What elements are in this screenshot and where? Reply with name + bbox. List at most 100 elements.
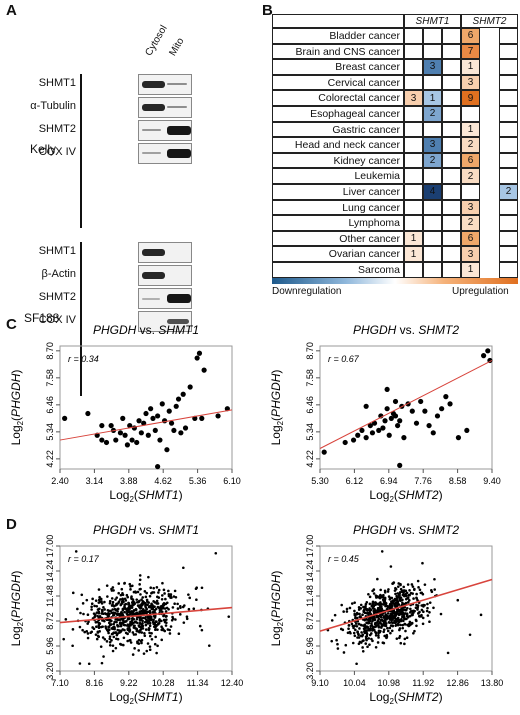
data-point bbox=[74, 550, 78, 553]
data-point bbox=[92, 612, 96, 615]
data-point bbox=[389, 631, 392, 635]
data-point bbox=[140, 641, 143, 645]
data-point bbox=[130, 596, 133, 600]
heatmap-cell bbox=[404, 106, 423, 122]
data-point bbox=[353, 634, 357, 638]
panel-letter-a: A bbox=[6, 2, 17, 19]
data-point bbox=[139, 607, 142, 610]
data-point bbox=[120, 587, 124, 591]
data-point bbox=[385, 614, 389, 618]
data-point bbox=[126, 639, 129, 643]
data-point bbox=[115, 620, 118, 624]
y-axis-label-prefix: Log bbox=[9, 626, 23, 646]
data-point bbox=[383, 618, 387, 621]
data-point bbox=[423, 603, 426, 607]
data-point bbox=[364, 642, 368, 645]
blot-strip bbox=[138, 311, 192, 332]
x-axis-label: Log2(SHMT2) bbox=[369, 690, 442, 706]
data-point bbox=[150, 637, 154, 641]
data-point bbox=[145, 620, 149, 624]
data-point bbox=[376, 619, 380, 623]
data-point bbox=[167, 589, 170, 593]
data-point bbox=[446, 651, 450, 655]
data-point bbox=[333, 613, 337, 617]
data-point bbox=[394, 619, 397, 622]
data-point bbox=[121, 613, 125, 617]
data-point bbox=[141, 621, 144, 625]
data-point bbox=[428, 620, 431, 624]
data-point bbox=[375, 596, 378, 599]
data-point bbox=[138, 610, 142, 613]
data-point bbox=[187, 384, 193, 390]
data-point bbox=[439, 612, 443, 616]
data-point bbox=[97, 588, 101, 591]
data-point bbox=[164, 610, 168, 613]
data-point bbox=[371, 639, 374, 643]
blot-row-label: SHMT1 bbox=[38, 245, 76, 257]
x-axis-label-paren: ( bbox=[394, 488, 398, 502]
data-point bbox=[99, 597, 103, 601]
y-tick-label: 5.96 bbox=[45, 637, 55, 655]
data-point bbox=[122, 636, 126, 640]
heatmap-cell bbox=[442, 168, 461, 184]
data-point bbox=[372, 618, 376, 621]
heatmap-row-label: Brain and CNS cancer bbox=[272, 43, 404, 60]
heatmap-row-label: Other cancer bbox=[272, 230, 404, 247]
data-point bbox=[144, 611, 148, 615]
data-point bbox=[345, 607, 349, 611]
data-point bbox=[390, 618, 394, 621]
data-point bbox=[82, 612, 85, 616]
data-point bbox=[138, 630, 141, 634]
data-point bbox=[141, 619, 144, 623]
data-point bbox=[140, 598, 143, 601]
y-tick-label: 14.24 bbox=[305, 560, 315, 583]
data-point bbox=[165, 606, 169, 610]
heatmap-row-label: Liver cancer bbox=[272, 184, 404, 200]
x-tick-label: 6.12 bbox=[346, 476, 364, 486]
data-point bbox=[174, 618, 177, 621]
data-point bbox=[199, 415, 205, 421]
heatmap-cell: 3 bbox=[423, 59, 442, 75]
heatmap-row-label: Leukemia bbox=[272, 168, 404, 184]
data-point bbox=[194, 355, 200, 361]
data-point bbox=[138, 619, 142, 622]
data-point bbox=[105, 584, 109, 587]
data-point bbox=[132, 633, 136, 636]
data-point bbox=[198, 624, 202, 628]
data-point bbox=[389, 606, 393, 609]
y-axis-label: Log2(PHGDH) bbox=[9, 571, 25, 647]
y-axis-label-prefix: Log bbox=[269, 425, 283, 445]
data-point bbox=[182, 566, 185, 570]
data-point bbox=[362, 624, 365, 627]
data-point bbox=[157, 437, 163, 443]
data-point bbox=[129, 437, 135, 443]
data-point bbox=[361, 613, 364, 616]
heatmap-cell bbox=[423, 215, 442, 231]
data-point bbox=[103, 637, 107, 641]
data-point bbox=[182, 621, 186, 624]
x-tick-label: 9.40 bbox=[483, 476, 501, 486]
data-point bbox=[132, 621, 135, 625]
heatmap-cell bbox=[499, 121, 518, 138]
data-point bbox=[139, 593, 142, 596]
data-point bbox=[426, 602, 429, 606]
data-point bbox=[194, 587, 198, 591]
x-axis-label-gene: SHMT2 bbox=[398, 488, 439, 502]
y-tick-label: 3.20 bbox=[305, 662, 315, 680]
y-tick-label: 8.72 bbox=[45, 612, 55, 630]
protein-band bbox=[167, 126, 191, 135]
data-point bbox=[403, 622, 407, 626]
data-point bbox=[394, 587, 398, 591]
data-point bbox=[428, 611, 431, 614]
heatmap-cell bbox=[499, 43, 518, 60]
x-axis-label-gene: SHMT1 bbox=[138, 488, 179, 502]
data-point bbox=[153, 616, 157, 619]
blot-row-label: COX IV bbox=[38, 314, 76, 326]
blot-strip bbox=[138, 265, 192, 286]
data-point bbox=[321, 449, 327, 455]
data-point bbox=[150, 415, 156, 421]
data-point bbox=[164, 597, 167, 601]
data-point bbox=[99, 645, 103, 648]
data-point bbox=[155, 413, 161, 419]
x-axis-label-paren: ) bbox=[179, 488, 183, 502]
